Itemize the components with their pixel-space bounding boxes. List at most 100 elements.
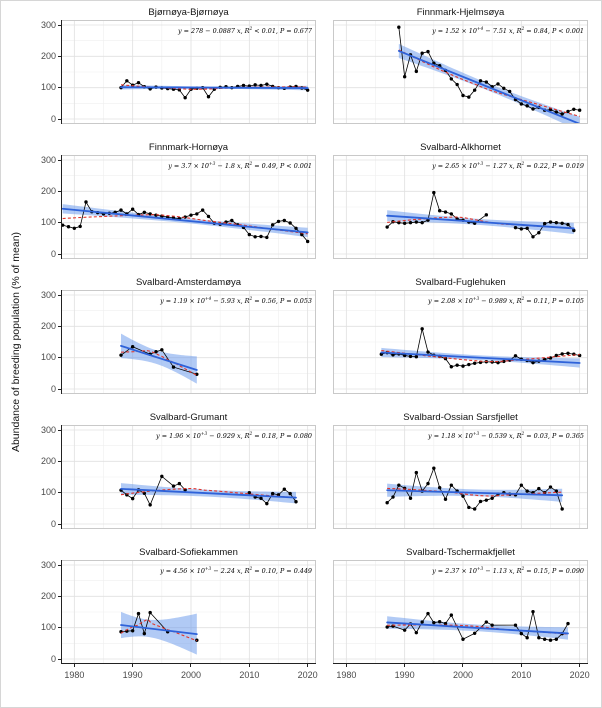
y-tick-label: 300 <box>40 289 56 300</box>
y-tick-mark <box>58 222 61 224</box>
y-tick-label: 200 <box>40 590 56 601</box>
regression-equation: y = 2.37 × 10+3 − 1.13 x, R2 = 0.15, P =… <box>432 566 584 575</box>
plot-area <box>333 560 588 664</box>
plot-layers <box>61 200 310 244</box>
gridlines <box>333 20 588 124</box>
plot-layers <box>385 466 564 511</box>
y-tick-mark <box>58 159 61 161</box>
plot-area <box>61 560 316 664</box>
plot-layers <box>385 190 576 239</box>
y-tick-label: 100 <box>40 217 56 228</box>
y-tick-mark <box>58 190 61 192</box>
plot-layers <box>119 79 310 100</box>
facet-title: Svalbard-Amsterdamøya <box>135 277 242 288</box>
trend-line <box>386 621 569 635</box>
y-tick-mark <box>58 595 61 597</box>
trend-line <box>120 344 198 371</box>
facet-panel-svalbard-ossian-sarsfjellet: Svalbard-Ossian Sarsfjellet y = 1.18 × 1… <box>333 409 588 529</box>
gridlines <box>333 155 588 259</box>
confidence-band <box>120 611 197 655</box>
plot-area <box>61 425 316 529</box>
trend-line <box>61 207 309 234</box>
y-tick-label: 100 <box>40 487 56 498</box>
plot-layers <box>379 327 582 369</box>
y-tick-label: 100 <box>40 622 56 633</box>
panel-border <box>333 425 588 529</box>
regression-equation: y = 1.52 × 10+4 − 7.51 x, R2 = 0.84, P <… <box>432 26 584 35</box>
x-tick-label: 1990 <box>394 670 415 680</box>
y-tick-mark <box>58 627 61 629</box>
x-tick-label: 1980 <box>336 670 357 680</box>
x-tick-mark <box>248 664 250 667</box>
panel-border <box>333 20 588 124</box>
plot-area <box>61 20 316 124</box>
panel-border <box>333 155 588 259</box>
loess-curve <box>120 619 198 642</box>
facet-title: Svalbard-Sofiekammen <box>139 547 238 558</box>
facet-title: Svalbard-Ossian Sarsfjellet <box>403 412 518 423</box>
x-tick-mark <box>579 664 581 667</box>
data-points <box>385 609 570 642</box>
facet-title: Finnmark-Hjelmsøya <box>416 7 505 18</box>
y-tick-mark <box>58 294 61 296</box>
y-tick-label: 100 <box>40 82 56 93</box>
facet-title: Svalbard-Fuglehuken <box>415 277 506 288</box>
facet-panel-svalbard-fuglehuken: Svalbard-Fuglehuken y = 2.08 × 10+3 − 0.… <box>333 274 588 394</box>
facet-title: Bjørnøya-Bjørnøya <box>148 7 229 18</box>
y-tick-mark <box>58 87 61 89</box>
data-points <box>119 474 298 507</box>
regression-equation: y = 3.7 × 10+3 − 1.8 x, R2 = 0.49, P < 0… <box>168 161 312 170</box>
y-tick-mark <box>58 253 61 255</box>
y-tick-label: 200 <box>40 185 56 196</box>
plot-layers <box>119 474 298 507</box>
facet-panel-svalbard-grumant: Svalbard-Grumant y = 1.96 × 10+3 − 0.929… <box>61 409 316 529</box>
x-tick-mark <box>132 664 134 667</box>
y-tick-mark <box>58 118 61 120</box>
y-tick-label: 0 <box>50 248 56 259</box>
y-tick-mark <box>58 388 61 390</box>
regression-equation: y = 4.56 × 10+3 − 2.24 x, R2 = 0.10, P =… <box>160 566 312 575</box>
facet-panel-svalbard-alkhornet: Svalbard-Alkhornet y = 2.65 × 10+3 − 1.2… <box>333 139 588 259</box>
plot-area <box>333 425 588 529</box>
y-tick-mark <box>58 492 61 494</box>
y-tick-mark <box>58 55 61 57</box>
y-tick-label: 300 <box>40 424 56 435</box>
trend-line <box>120 624 198 636</box>
plot-area <box>61 155 316 259</box>
x-tick-label: 2000 <box>180 670 201 680</box>
y-tick-label: 0 <box>50 113 56 124</box>
x-tick-label: 2000 <box>452 670 473 680</box>
loess-curve <box>398 49 580 117</box>
y-tick-label: 300 <box>40 154 56 165</box>
y-tick-label: 300 <box>40 559 56 570</box>
facet-panel-finnmark-hjelmsoya: Finnmark-Hjelmsøya y = 1.52 × 10+4 − 7.5… <box>333 4 588 124</box>
facet-panel-finnmark-hornoya: Finnmark-Hornøya y = 3.7 × 10+3 − 1.8 x,… <box>61 139 316 259</box>
facet-title: Finnmark-Hornøya <box>148 142 229 153</box>
x-tick-mark <box>462 664 464 667</box>
panel-border <box>333 290 588 394</box>
regression-equation: y = 2.08 × 10+3 − 0.989 x, R2 = 0.11, P … <box>428 296 584 305</box>
facet-panel-svalbard-amsterdamoya: Svalbard-Amsterdamøya y = 1.19 × 10+4 − … <box>61 274 316 394</box>
y-tick-mark <box>58 325 61 327</box>
y-tick-mark <box>58 357 61 359</box>
x-tick-mark <box>404 664 406 667</box>
plot-layers <box>119 333 199 384</box>
x-tick-label: 2010 <box>239 670 260 680</box>
plot-layers <box>397 25 582 124</box>
trend-line <box>386 489 564 497</box>
y-tick-label: 0 <box>50 518 56 529</box>
facet-panel-bjornoya-bjornoya: Bjørnøya-Bjørnøya y = 278 − 0.0887 x, R2… <box>61 4 316 124</box>
x-tick-mark <box>345 664 347 667</box>
x-tick-mark <box>73 664 75 667</box>
plot-layers <box>119 610 199 655</box>
y-tick-mark <box>58 523 61 525</box>
y-tick-mark <box>58 658 61 660</box>
plot-layers <box>385 609 570 642</box>
y-tick-mark <box>58 564 61 566</box>
regression-equation: y = 2.65 × 10+3 − 1.27 x, R2 = 0.22, P =… <box>432 161 584 170</box>
regression-equation: y = 278 − 0.0887 x, R2 < 0.01, P = 0.677 <box>177 26 312 35</box>
y-tick-label: 200 <box>40 455 56 466</box>
y-tick-label: 0 <box>50 383 56 394</box>
plot-area <box>333 155 588 259</box>
facet-panel-svalbard-tschermakfjellet: Svalbard-Tschermakfjellet y = 2.37 × 10+… <box>333 544 588 664</box>
